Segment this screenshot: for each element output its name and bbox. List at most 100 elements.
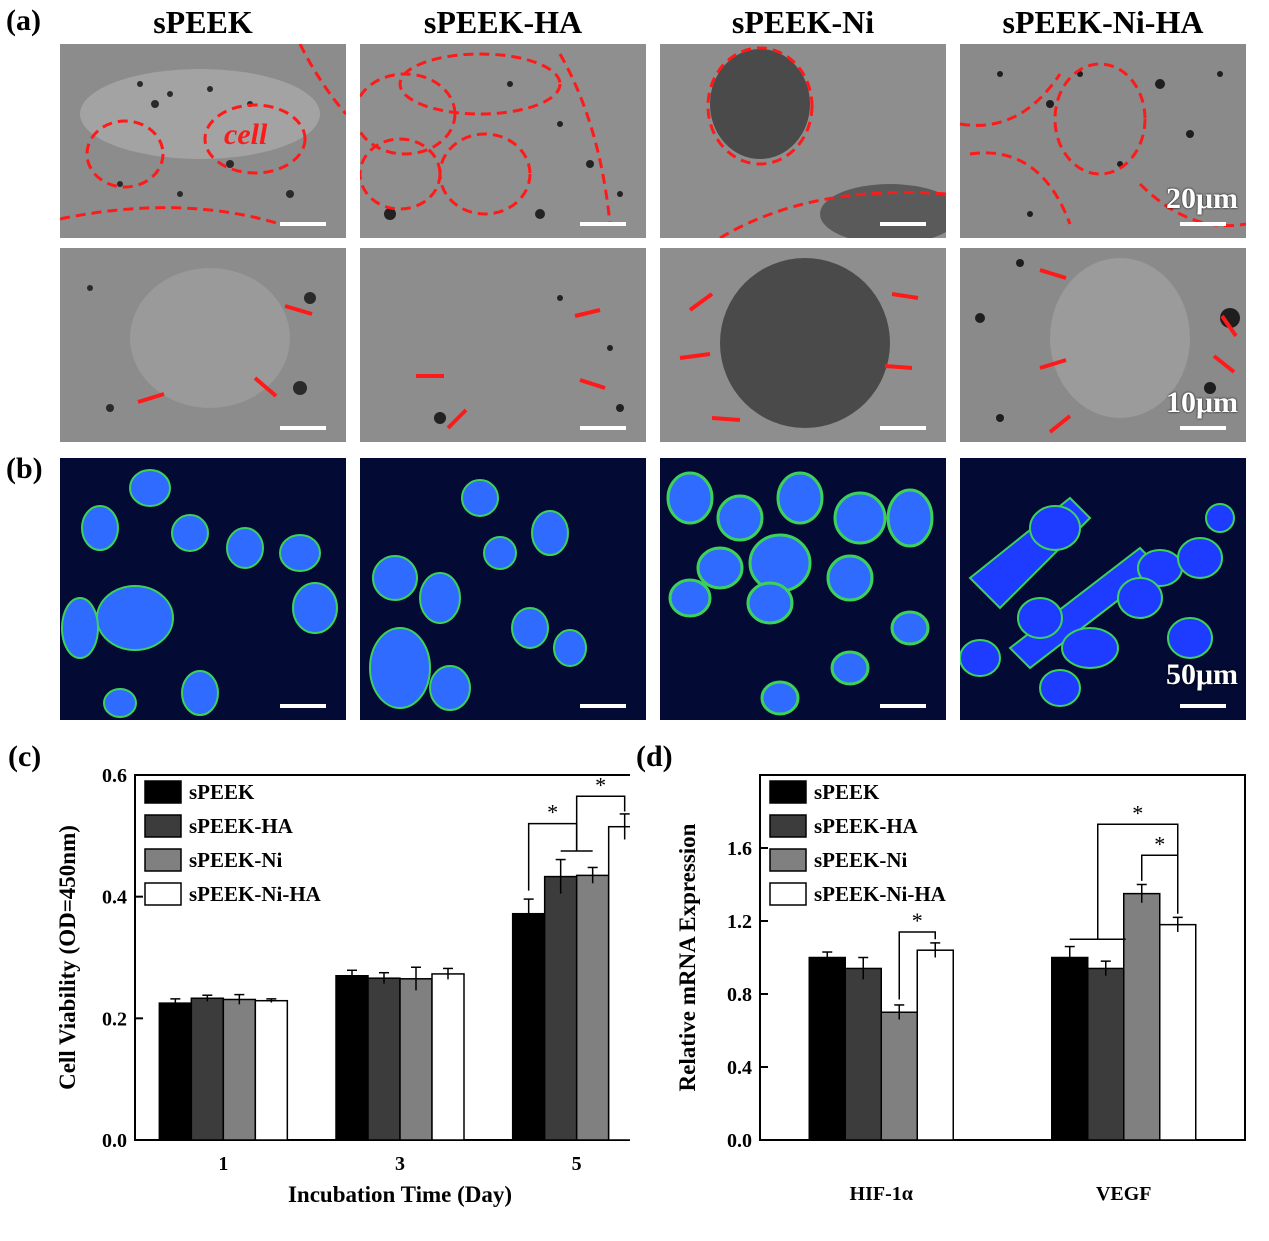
scale-label-10um: 10μm <box>1166 386 1238 419</box>
fluorescence-image-speek-ha <box>360 458 646 720</box>
y-tick-label: 0.4 <box>727 1057 752 1079</box>
legend-label: sPEEK-Ni-HA <box>814 882 947 906</box>
bar <box>367 977 401 1141</box>
chart-mrna-expression: 0.0 0.4 0.8 1.2 1.6 HIF-1α VEGF sPEEK sPEEK-HA sP… <box>660 760 1260 1230</box>
sem-image-speek-ni-ha-row2: 10μm <box>960 248 1246 442</box>
legend-label: sPEEK-HA <box>189 814 294 838</box>
panel-label-d: (d) <box>636 740 673 773</box>
scale-bar <box>280 222 326 226</box>
sem-image-speek-ni-row1 <box>660 44 946 238</box>
bar <box>575 874 610 1141</box>
chart-d-svg: 0.0 0.4 0.8 1.2 1.6 HIF-1α VEGF sPEEK sPEEK-HA sP… <box>675 774 1246 1205</box>
bar <box>916 949 954 1141</box>
scale-bar <box>1180 222 1226 226</box>
x-tick-label: HIF-1α <box>850 1183 913 1205</box>
bar <box>190 997 225 1141</box>
scale-bar <box>880 704 926 708</box>
bar <box>1087 967 1125 1141</box>
column-title-speek: sPEEK <box>153 4 253 40</box>
legend-swatch <box>144 780 182 804</box>
sem-image-speek-row1: cell <box>60 44 346 238</box>
bar <box>607 825 642 1141</box>
x-tick-label: VEGF <box>1096 1183 1152 1205</box>
fluorescence-image-speek <box>60 458 346 720</box>
bar <box>543 875 578 1141</box>
scale-bar <box>880 222 926 226</box>
scale-bar <box>580 426 626 430</box>
scale-bar <box>580 222 626 226</box>
legend-swatch <box>144 848 182 872</box>
bar <box>431 973 465 1141</box>
y-tick-label: 0.2 <box>102 1008 127 1030</box>
column-title-speek-ni: sPEEK-Ni <box>731 4 875 40</box>
legend-label: sPEEK <box>814 780 880 804</box>
bar <box>222 998 257 1141</box>
bar <box>511 912 546 1141</box>
scale-label-20um: 20μm <box>1166 182 1238 215</box>
bar <box>1123 892 1161 1141</box>
bar <box>1051 956 1089 1141</box>
legend-label: sPEEK <box>189 780 255 804</box>
sem-image-speek-ha-row1 <box>360 44 646 238</box>
y-tick-label: 0.0 <box>102 1130 127 1152</box>
scale-bar <box>280 704 326 708</box>
y-tick-label: 0.8 <box>727 984 752 1006</box>
fluorescence-image-speek-ni <box>660 458 946 720</box>
legend-swatch <box>144 814 182 838</box>
significance-bracket <box>1141 854 1179 914</box>
scale-bar <box>880 426 926 430</box>
y-tick-label: 1.6 <box>727 838 752 860</box>
bar <box>808 956 846 1141</box>
sem-image-speek-ha-row2 <box>360 248 646 442</box>
chart-cell-viability: 0.0 0.2 0.4 0.6 1 3 5 sPEEK sPEEK-HA sPEEK-Ni sPEE… <box>40 760 666 1230</box>
significance-star: * <box>595 772 606 797</box>
bar <box>335 975 369 1141</box>
significance-star: * <box>1132 800 1143 825</box>
significance-star: * <box>912 908 923 933</box>
sem-image-speek-ni-ha-row1: 20μm <box>960 44 1246 238</box>
x-tick-label: 3 <box>395 1153 405 1175</box>
bar <box>844 967 882 1141</box>
significance-star: * <box>547 800 558 825</box>
legend-swatch <box>769 780 807 804</box>
cell-annotation-label: cell <box>224 118 268 151</box>
scale-bar <box>1180 426 1226 430</box>
legend-swatch <box>769 848 807 872</box>
scale-label-50um: 50μm <box>1166 658 1238 691</box>
significance-star: * <box>1154 831 1165 856</box>
chart-c-svg: 0.0 0.2 0.4 0.6 1 3 5 sPEEK sPEEK-HA sPEEK-Ni sPEE… <box>55 765 666 1207</box>
bar <box>158 1002 193 1141</box>
fluorescence-image-speek-ni-ha: 50μm <box>960 458 1246 720</box>
y-tick-label: 0.0 <box>727 1130 752 1152</box>
x-axis-label: Incubation Time (Day) <box>288 1182 512 1207</box>
bar <box>254 999 289 1141</box>
significance-bracket <box>898 931 936 1000</box>
bar <box>1159 923 1197 1141</box>
x-tick-label: 5 <box>572 1153 582 1175</box>
sem-image-speek-ni-row2 <box>660 248 946 442</box>
y-tick-label: 1.2 <box>727 911 752 933</box>
panel-label-a: (a) <box>6 4 41 37</box>
y-tick-label: 0.4 <box>102 887 127 909</box>
scale-bar <box>1180 704 1226 708</box>
plot-frame <box>759 774 1246 1141</box>
legend-label: sPEEK-Ni <box>814 848 908 872</box>
legend-swatch <box>144 882 182 906</box>
scale-bar <box>280 426 326 430</box>
panel-label-b: (b) <box>6 452 43 485</box>
legend-label: sPEEK-HA <box>814 814 919 838</box>
sem-image-speek-row2 <box>60 248 346 442</box>
legend-label: sPEEK-Ni <box>189 848 283 872</box>
significance-bracket <box>1097 823 1179 940</box>
significance-bracket <box>575 795 626 852</box>
bar <box>399 978 433 1141</box>
y-tick-label: 0.6 <box>102 765 127 787</box>
column-title-speek-ni-ha: sPEEK-Ni-HA <box>1002 4 1204 40</box>
panel-label-c: (c) <box>8 740 42 773</box>
legend-swatch <box>769 882 807 906</box>
y-axis-label: Cell Viability (OD=450nm) <box>55 825 80 1090</box>
column-title-speek-ha: sPEEK-HA <box>423 4 583 40</box>
scale-bar <box>580 704 626 708</box>
legend-swatch <box>769 814 807 838</box>
legend-label: sPEEK-Ni-HA <box>189 882 322 906</box>
